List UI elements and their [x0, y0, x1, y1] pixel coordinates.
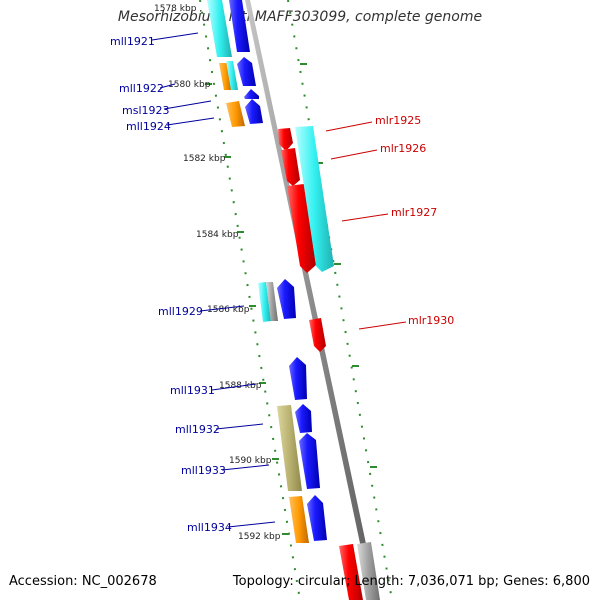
gene-red [287, 184, 316, 273]
gene-blue [295, 404, 312, 433]
gene-gray [357, 542, 380, 600]
gene-red [309, 318, 326, 352]
gene-gray [266, 282, 278, 321]
gene-cyan [226, 61, 238, 90]
tick-label-1582: 1582 kbp [183, 154, 226, 164]
gene-orange [226, 101, 245, 127]
gene-red [278, 128, 293, 151]
reverse-strand-genes [207, 0, 327, 543]
gene-orange [219, 63, 232, 90]
gene-orange [289, 496, 309, 543]
major-tick-marks [205, 63, 377, 535]
tick-label-1580: 1580 kbp [168, 80, 211, 90]
forward-strand-genes [278, 126, 380, 600]
forward-gene-labels: mlr1925 mlr1926 mlr1927 mlr1930 [375, 114, 454, 327]
genome-meta-label: Topology: circular; Length: 7,036,071 bp… [232, 574, 590, 589]
gene-cyan [207, 0, 232, 57]
gene-label-mll1922: mll1922 [119, 82, 164, 95]
gene-label-mll1933: mll1933 [181, 464, 226, 477]
gene-cyan [295, 126, 334, 272]
gene-label-mll1931: mll1931 [170, 384, 215, 397]
accession-label: Accession: NC_002678 [9, 574, 157, 589]
gene-olive [277, 405, 302, 491]
gene-label-mlr1927: mlr1927 [391, 206, 437, 219]
gene-blue [289, 357, 307, 400]
forward-label-leaders [325, 121, 407, 330]
gene-label-mlr1925: mlr1925 [375, 114, 421, 127]
gene-red [281, 148, 300, 186]
gene-red [339, 544, 363, 600]
gene-label-mll1934: mll1934 [187, 521, 232, 534]
tick-label-1584: 1584 kbp [196, 230, 239, 240]
gene-blue [277, 279, 296, 319]
gene-label-mll1929: mll1929 [158, 305, 203, 318]
gene-label-mll1932: mll1932 [175, 423, 220, 436]
reverse-gene-labels: mll1921 mll1922 msl1923 mll1924 mll1929 … [110, 35, 232, 534]
reverse-label-leaders [151, 32, 276, 528]
gene-label-mlr1926: mlr1926 [380, 142, 426, 155]
tick-label-1586: 1586 kbp [207, 305, 250, 315]
gene-label-mll1924: mll1924 [126, 120, 171, 133]
gene-blue [229, 0, 250, 52]
gene-blue [245, 99, 263, 124]
genome-backbone [245, 0, 378, 600]
gene-label-mlr1930: mlr1930 [408, 314, 454, 327]
gene-blue [307, 495, 327, 541]
gene-label-mll1921: mll1921 [110, 35, 155, 48]
gene-cyan [258, 282, 271, 322]
gene-blue [244, 89, 259, 99]
tick-label-1578: 1578 kbp [154, 4, 197, 14]
map-title: Mesorhizobium loti MAFF303099, complete … [117, 9, 483, 25]
gene-blue [299, 433, 320, 489]
tick-label-1590: 1590 kbp [229, 456, 272, 466]
tick-label-1592: 1592 kbp [238, 532, 281, 542]
gene-label-msl1923: msl1923 [122, 104, 170, 117]
gene-blue [237, 57, 256, 86]
